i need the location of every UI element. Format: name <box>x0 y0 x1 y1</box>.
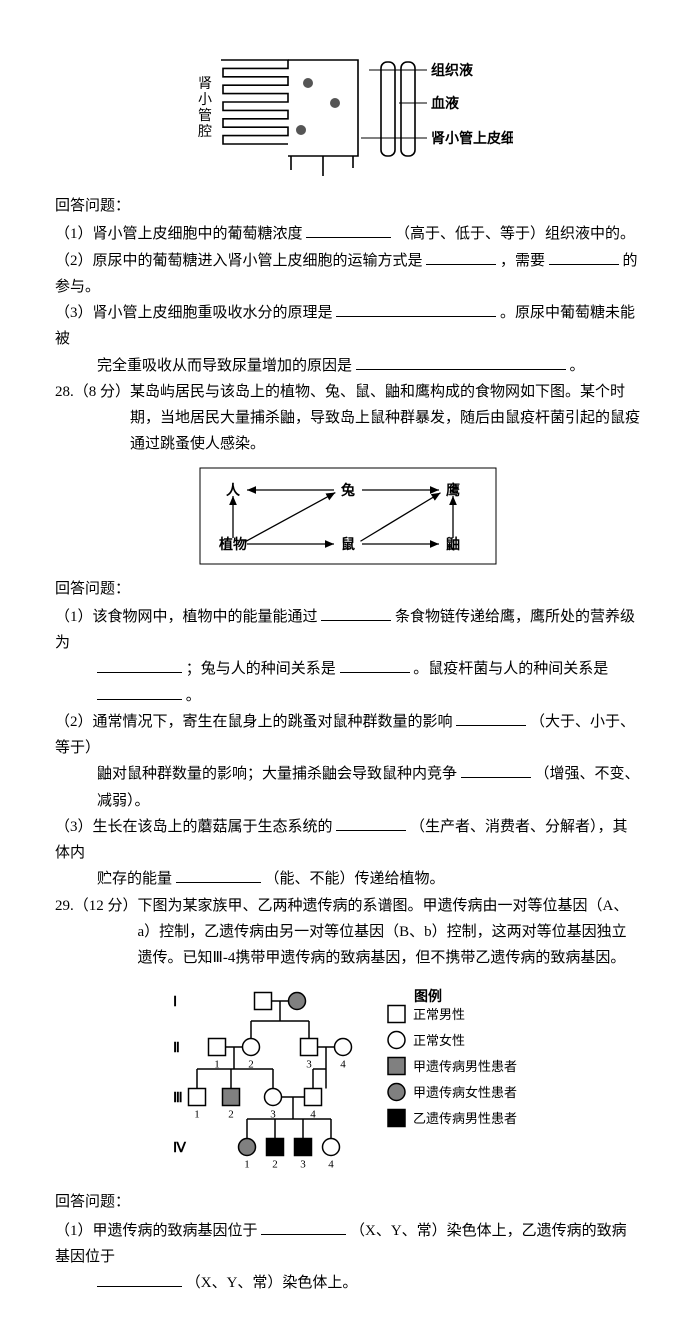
svg-text:兔: 兔 <box>340 482 355 499</box>
q29-item1-a: （1）甲遗传病的致病基因位于 <box>55 1223 258 1239</box>
svg-text:甲遗传病男性患者: 甲遗传病男性患者 <box>413 1059 517 1074</box>
svg-text:4: 4 <box>340 1059 346 1071</box>
svg-text:1: 1 <box>244 1159 250 1171</box>
blank <box>336 815 406 831</box>
q27-item3: （3）肾小管上皮细胞重吸收水分的原理是 。原尿中葡萄糖未能被 <box>55 300 641 353</box>
q28-item1-a: （1）该食物网中，植物中的能量能通过 <box>55 609 318 625</box>
q29-intro-text: 下图为某家族甲、乙两种遗传病的系谱图。甲遗传病由一对等位基因（A、a）控制，乙遗… <box>138 893 641 972</box>
q28-intro-text: 某岛屿居民与该岛上的植物、兔、鼠、鼬和鹰构成的食物网如下图。某个时期，当地居民大… <box>130 379 641 458</box>
svg-text:1: 1 <box>194 1109 200 1121</box>
kidney-tubule-svg: 肾小管腔 组织液血液肾小管上皮细胞 <box>183 48 513 183</box>
blank <box>340 657 410 673</box>
svg-text:3: 3 <box>306 1059 312 1071</box>
q29-item1: （1）甲遗传病的致病基因位于 （X、Y、常）染色体上，乙遗传病的致病基因位于 <box>55 1218 641 1271</box>
blank <box>456 710 526 726</box>
svg-text:Ⅰ: Ⅰ <box>173 995 177 1010</box>
q29-prompt: 回答问题： <box>55 1189 641 1215</box>
blank <box>356 354 566 370</box>
q27-item1: （1）肾小管上皮细胞中的葡萄糖浓度 （高于、低于、等于）组织液中的。 <box>55 221 641 247</box>
svg-text:4: 4 <box>328 1159 334 1171</box>
blank <box>426 249 496 265</box>
q28-item2: （2）通常情况下，寄生在鼠身上的跳蚤对鼠种群数量的影响 （大于、小于、等于） <box>55 709 641 762</box>
svg-text:小: 小 <box>198 92 212 108</box>
blank <box>97 657 182 673</box>
q28-item3: （3）生长在该岛上的蘑菇属于生态系统的 （生产者、消费者、分解者），其体内 <box>55 814 641 867</box>
pedigree-svg: ⅠⅡⅢⅣ123412341234图例正常男性正常女性甲遗传病男性患者甲遗传病女性… <box>163 979 533 1179</box>
q29-item1-c: （X、Y、常）染色体上。 <box>186 1275 358 1291</box>
q27-item3-cont: 完全重吸收从而导致尿量增加的原因是 。 <box>97 353 641 379</box>
svg-text:正常女性: 正常女性 <box>413 1033 465 1048</box>
q27-item2-b: ，需要 <box>500 253 545 269</box>
blank <box>461 762 531 778</box>
svg-text:植物: 植物 <box>218 536 247 553</box>
q29-num: 29. <box>55 898 74 914</box>
q28-item1-c: ；兔与人的种间关系是 <box>186 661 336 677</box>
q27-item3-d: 。 <box>570 358 585 374</box>
q28-item3-a: （3）生长在该岛上的蘑菇属于生态系统的 <box>55 819 333 835</box>
q28-item3-d: （能、不能）传递给植物。 <box>265 871 445 887</box>
q28-item1-cont: ；兔与人的种间关系是 。鼠疫杆菌与人的种间关系是 。 <box>97 656 641 709</box>
blank <box>97 1271 182 1287</box>
svg-text:肾小管上皮细胞: 肾小管上皮细胞 <box>431 130 513 147</box>
svg-text:2: 2 <box>272 1159 278 1171</box>
q27-item3-a: （3）肾小管上皮细胞重吸收水分的原理是 <box>55 305 333 321</box>
q28-item2-a: （2）通常情况下，寄生在鼠身上的跳蚤对鼠种群数量的影响 <box>55 714 453 730</box>
svg-text:Ⅳ: Ⅳ <box>173 1141 187 1156</box>
foodweb-svg: 人 兔 鹰植物 鼠 鼬 <box>198 466 498 566</box>
q28-item1-e: 。 <box>186 688 201 704</box>
q28-item2-c: 鼬对鼠种群数量的影响；大量捕杀鼬会导致鼠种内竞争 <box>97 766 457 782</box>
q28-item1: （1）该食物网中，植物中的能量能通过 条食物链传递给鹰，鹰所处的营养级为 <box>55 604 641 657</box>
svg-text:肾: 肾 <box>198 76 212 92</box>
q28-number: 28.（8 分） <box>55 379 130 458</box>
blank <box>549 249 619 265</box>
svg-text:Ⅲ: Ⅲ <box>173 1091 183 1106</box>
q28-item1-d: 。鼠疫杆菌与人的种间关系是 <box>413 661 608 677</box>
q29-number: 29.（12 分） <box>55 893 138 972</box>
svg-text:鼬: 鼬 <box>446 536 460 553</box>
q28-item2-cont: 鼬对鼠种群数量的影响；大量捕杀鼬会导致鼠种内竞争 （增强、不变、减弱）。 <box>97 761 641 814</box>
q29-item1-cont: （X、Y、常）染色体上。 <box>97 1270 641 1296</box>
q27-prompt: 回答问题： <box>55 193 641 219</box>
svg-text:正常男性: 正常男性 <box>413 1007 465 1022</box>
svg-text:血液: 血液 <box>431 95 460 112</box>
blank <box>97 684 182 700</box>
q28-item3-c: 贮存的能量 <box>97 871 172 887</box>
kidney-tubule-diagram: 肾小管腔 组织液血液肾小管上皮细胞 <box>55 48 641 183</box>
blank <box>176 867 261 883</box>
q28-pts: （8 分） <box>74 384 130 400</box>
svg-text:图例: 图例 <box>414 988 442 1005</box>
foodweb-diagram: 人 兔 鹰植物 鼠 鼬 <box>55 466 641 566</box>
svg-text:组织液: 组织液 <box>431 62 474 79</box>
blank <box>306 222 391 238</box>
svg-text:乙遗传病男性患者: 乙遗传病男性患者 <box>413 1111 517 1126</box>
q29-intro: 29.（12 分） 下图为某家族甲、乙两种遗传病的系谱图。甲遗传病由一对等位基因… <box>55 893 641 972</box>
svg-text:管: 管 <box>198 108 212 124</box>
q27-item3-c: 完全重吸收从而导致尿量增加的原因是 <box>97 358 352 374</box>
q27-item2-a: （2）原尿中的葡萄糖进入肾小管上皮细胞的运输方式是 <box>55 253 423 269</box>
q28-intro: 28.（8 分） 某岛屿居民与该岛上的植物、兔、鼠、鼬和鹰构成的食物网如下图。某… <box>55 379 641 458</box>
svg-text:3: 3 <box>300 1159 306 1171</box>
blank <box>336 301 496 317</box>
q28-prompt: 回答问题： <box>55 576 641 602</box>
q28-num: 28. <box>55 384 74 400</box>
svg-text:鼠: 鼠 <box>341 536 355 553</box>
svg-text:2: 2 <box>228 1109 234 1121</box>
svg-text:鹰: 鹰 <box>446 482 460 499</box>
q27-item1-a: （1）肾小管上皮细胞中的葡萄糖浓度 <box>55 226 303 242</box>
svg-text:人: 人 <box>226 482 241 499</box>
svg-text:Ⅱ: Ⅱ <box>173 1041 180 1056</box>
blank <box>321 605 391 621</box>
blank <box>261 1219 346 1235</box>
q29-pts: （12 分） <box>74 898 138 914</box>
svg-text:甲遗传病女性患者: 甲遗传病女性患者 <box>413 1085 517 1100</box>
q28-item3-cont: 贮存的能量 （能、不能）传递给植物。 <box>97 866 641 892</box>
q27-item2: （2）原尿中的葡萄糖进入肾小管上皮细胞的运输方式是 ，需要 的参与。 <box>55 248 641 301</box>
svg-text:腔: 腔 <box>198 124 212 140</box>
q27-item1-b: （高于、低于、等于）组织液中的。 <box>395 226 635 242</box>
pedigree-diagram: ⅠⅡⅢⅣ123412341234图例正常男性正常女性甲遗传病男性患者甲遗传病女性… <box>55 979 641 1179</box>
